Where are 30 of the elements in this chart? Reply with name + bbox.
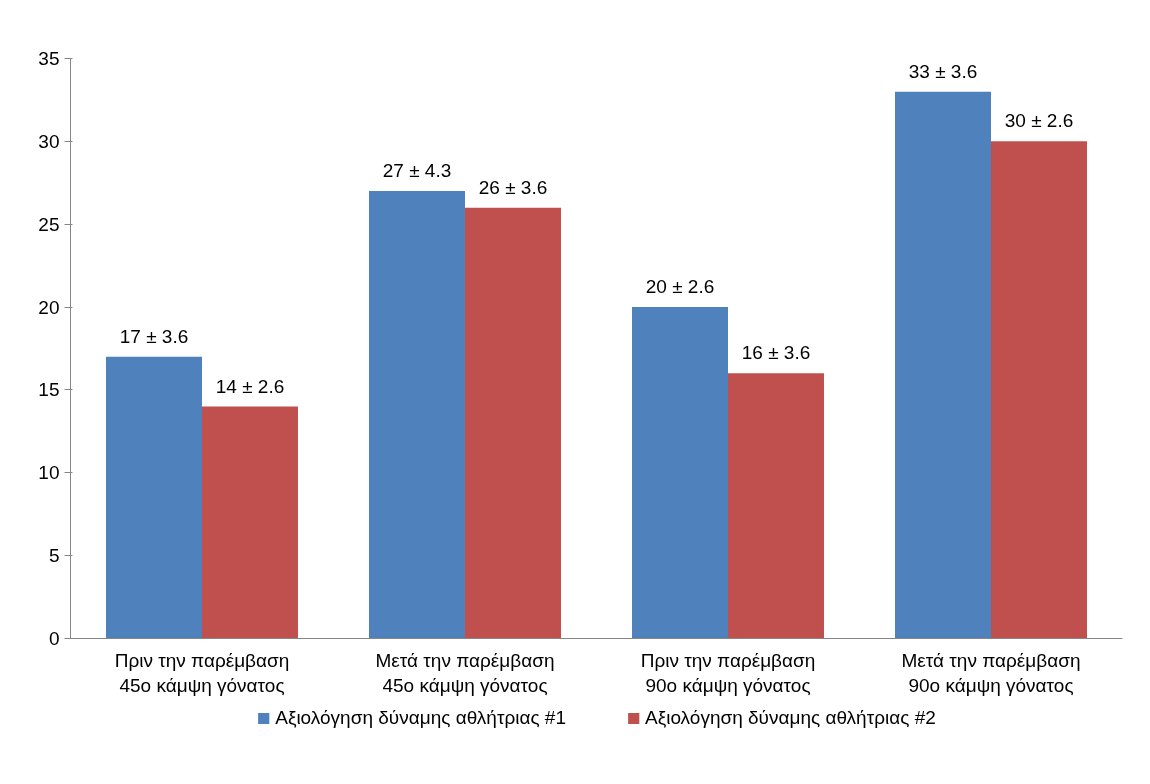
bar bbox=[369, 191, 465, 639]
y-tick-label: 10 bbox=[38, 462, 60, 484]
legend-label: Αξιολόγηση δύναμης αθλήτριας #2 bbox=[645, 707, 936, 729]
data-label: 20 ± 2.6 bbox=[645, 276, 715, 298]
data-label: 27 ± 4.3 bbox=[382, 160, 452, 182]
data-label: 16 ± 3.6 bbox=[741, 342, 811, 364]
data-label: 30 ± 2.6 bbox=[1004, 110, 1074, 132]
x-tick-label: Πριν την παρέμβαση 45ο κάμψη γόνατος bbox=[114, 649, 290, 696]
y-tick-label: 5 bbox=[48, 545, 60, 567]
y-tick-label: 35 bbox=[38, 48, 60, 69]
y-tick-label: 25 bbox=[38, 213, 60, 235]
bar bbox=[728, 373, 824, 639]
bar bbox=[632, 307, 728, 639]
y-tick-label: 30 bbox=[38, 130, 60, 152]
y-tick-label: 15 bbox=[38, 379, 60, 401]
y-tick-label: 20 bbox=[38, 296, 60, 318]
y-tick-label: 0 bbox=[48, 628, 60, 649]
data-label: 33 ± 3.6 bbox=[908, 60, 978, 82]
x-tick-label: Πριν την παρέμβαση 90ο κάμψη γόνατος bbox=[640, 649, 816, 696]
data-label: 26 ± 3.6 bbox=[478, 176, 548, 198]
bar bbox=[202, 406, 298, 639]
bar bbox=[895, 91, 991, 639]
data-label: 17 ± 3.6 bbox=[119, 325, 189, 347]
bar bbox=[991, 141, 1087, 639]
legend-label: Αξιολόγηση δύναμης αθλήτριας #1 bbox=[275, 707, 566, 729]
bar bbox=[106, 356, 202, 639]
x-tick-label: Μετά την παρέμβαση 90ο κάμψη γόνατος bbox=[901, 649, 1081, 696]
bar bbox=[465, 207, 561, 639]
data-label: 14 ± 2.6 bbox=[215, 375, 285, 397]
x-tick-label: Μετά την παρέμβαση 45ο κάμψη γόνατος bbox=[375, 649, 555, 696]
